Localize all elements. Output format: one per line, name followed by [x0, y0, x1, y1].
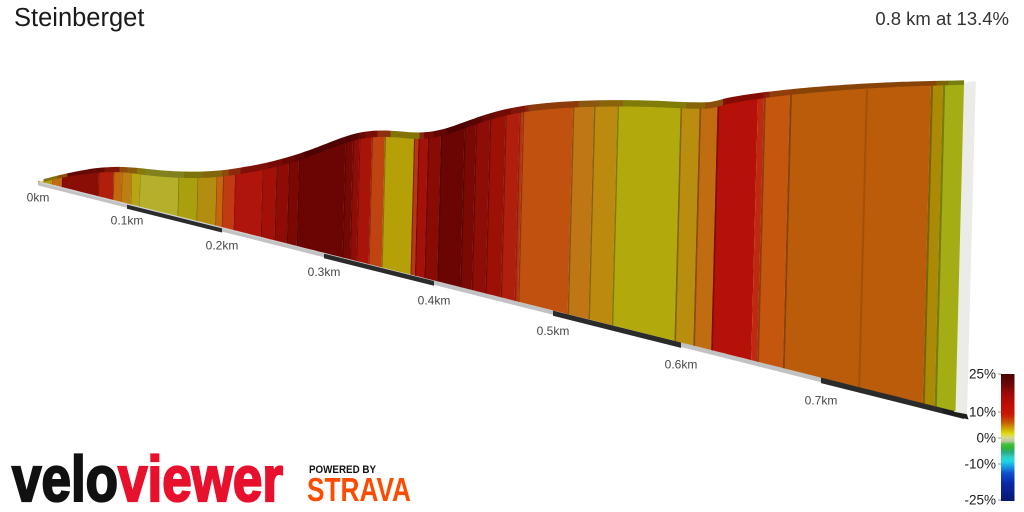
svg-text:Steinberget: Steinberget — [14, 4, 144, 32]
svg-text:0km: 0km — [27, 191, 50, 205]
svg-text:-25%: -25% — [964, 493, 996, 508]
svg-text:0.5km: 0.5km — [537, 324, 570, 338]
svg-text:0.2km: 0.2km — [206, 238, 239, 252]
svg-text:0.6km: 0.6km — [665, 357, 698, 371]
svg-text:25%: 25% — [969, 367, 996, 382]
svg-text:0.8 km at 13.4%: 0.8 km at 13.4% — [875, 8, 1009, 29]
svg-text:-10%: -10% — [964, 457, 996, 472]
svg-text:0.7km: 0.7km — [805, 394, 838, 408]
svg-text:STRAVA: STRAVA — [307, 471, 411, 508]
svg-text:0.4km: 0.4km — [418, 293, 451, 307]
svg-text:0%: 0% — [976, 431, 996, 446]
svg-text:0.1km: 0.1km — [111, 214, 144, 228]
svg-text:0.3km: 0.3km — [308, 265, 341, 279]
svg-text:POWERED BY: POWERED BY — [309, 464, 377, 476]
svg-text:veloviewer: veloviewer — [12, 443, 283, 512]
svg-text:10%: 10% — [969, 405, 996, 420]
